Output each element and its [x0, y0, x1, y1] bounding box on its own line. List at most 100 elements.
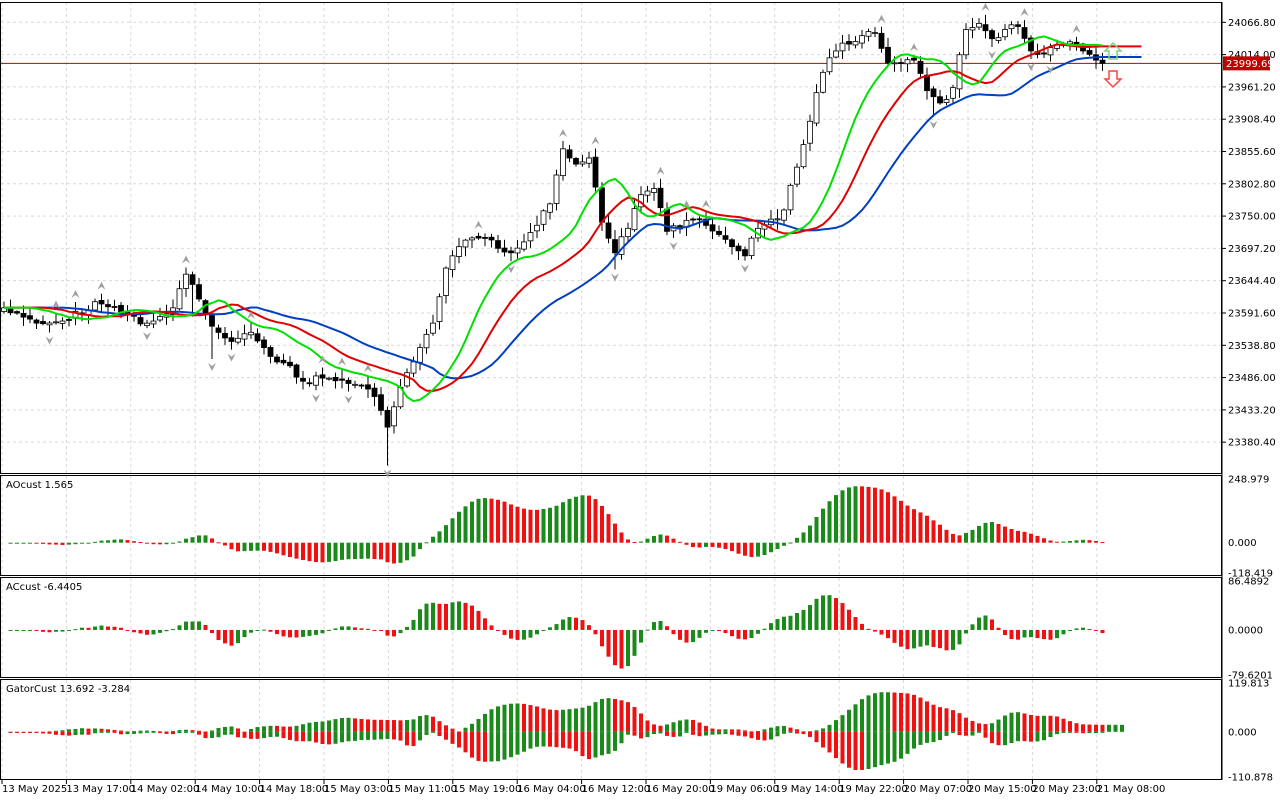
ao-bar	[743, 542, 747, 556]
ao-bar	[548, 507, 552, 543]
gator-lower-bar	[327, 731, 331, 745]
gator-lower-bar	[873, 731, 877, 768]
ao-bar	[184, 538, 188, 543]
gator-upper-bar	[502, 704, 507, 732]
ao-bar	[379, 542, 383, 560]
ao-bar	[509, 504, 513, 543]
fractal-down-marker	[1046, 65, 1055, 74]
gator-upper-bar	[437, 721, 442, 732]
main-price-pane[interactable]	[1, 2, 1222, 478]
price-tick-label: 23486.00	[1228, 373, 1276, 384]
gator-lower-bar	[340, 731, 344, 743]
candle-body	[423, 333, 430, 349]
time-tick-label: 13 May 2025	[2, 784, 67, 795]
candle-body	[917, 60, 924, 74]
ac-bar	[691, 629, 695, 643]
ac-bar	[67, 629, 71, 631]
candle-body	[560, 148, 566, 177]
candle-body	[378, 394, 384, 411]
fractal-down-marker	[143, 332, 151, 341]
gator-tick-label: 119.813	[1228, 679, 1269, 690]
ac-indicator-pane[interactable]	[8, 595, 1105, 669]
gator-upper-bar	[652, 724, 656, 732]
price-tick-label: 23644.40	[1228, 276, 1276, 287]
gator-upper-bar	[1120, 724, 1124, 732]
ac-bar	[658, 620, 663, 630]
ao-bar	[437, 531, 442, 543]
candle-body	[937, 96, 943, 104]
fractal-up-marker	[591, 136, 600, 145]
ac-bar	[411, 619, 416, 630]
gator-lower-bar	[827, 731, 832, 753]
ao-bar	[834, 495, 838, 543]
gator-lower-bar	[268, 731, 273, 737]
ac-bar	[47, 629, 52, 633]
ac-bar	[268, 629, 273, 632]
gator-upper-bar	[444, 725, 448, 732]
gator-lower-bar	[1016, 731, 1020, 742]
gator-upper-bar	[1113, 724, 1118, 732]
ao-bar	[671, 538, 676, 543]
time-tick-label: 20 May 15:00	[968, 784, 1037, 795]
candle-body	[807, 120, 813, 144]
ac-bar	[788, 615, 793, 630]
gator-upper-bar	[938, 707, 942, 732]
gator-upper-bar	[626, 702, 630, 732]
ac-bar	[236, 629, 240, 644]
candle-body	[781, 209, 787, 221]
candle-body	[228, 337, 235, 342]
time-tick-label: 21 May 08:00	[1097, 784, 1166, 795]
ao-bar	[333, 542, 338, 561]
ac-bar	[177, 625, 182, 630]
gator-indicator-pane[interactable]	[8, 692, 1125, 770]
ac-bar	[223, 629, 227, 644]
time-tick-label: 14 May 18:00	[260, 784, 329, 795]
ao-bar	[353, 542, 357, 560]
gator-upper-bar	[320, 721, 325, 732]
candle-body	[729, 239, 735, 248]
gator-upper-bar	[379, 719, 383, 732]
ac-bar	[996, 627, 1001, 630]
ao-bar	[970, 529, 975, 543]
candle-body	[969, 27, 976, 31]
gator-upper-bar	[717, 729, 721, 732]
ac-bar	[340, 626, 344, 630]
candle-body	[319, 374, 326, 379]
ac-bar	[28, 629, 32, 631]
ao-indicator-pane[interactable]	[8, 486, 1105, 564]
time-tick-label: 19 May 14:00	[775, 784, 844, 795]
gator-lower-bar	[879, 731, 884, 766]
ac-bar	[535, 629, 539, 635]
ac-bar	[561, 619, 565, 630]
ao-bar	[977, 526, 981, 543]
gator-upper-bar	[808, 731, 812, 733]
candle-body	[573, 158, 579, 165]
gator-upper-bar	[951, 710, 955, 732]
gator-upper-bar	[470, 723, 474, 732]
ao-bar	[125, 540, 130, 543]
ac-bar	[749, 629, 754, 639]
ao-bar	[1068, 541, 1072, 543]
ao-bar	[541, 508, 546, 543]
ac-bar	[951, 629, 955, 650]
gator-upper-bar	[483, 713, 487, 732]
time-tick-label: 16 May 20:00	[646, 784, 715, 795]
ac-bar	[463, 602, 468, 630]
candle-body	[735, 245, 742, 252]
price-axis[interactable]: 24066.80 24014.00 23961.20 23908.40 23855.60…	[1222, 18, 1276, 784]
ao-bar	[320, 542, 325, 563]
ao-bar	[1022, 531, 1027, 543]
ac-bar	[1003, 629, 1007, 635]
candle-body	[800, 144, 807, 168]
candle-body	[911, 57, 917, 61]
ao-bar	[957, 535, 962, 543]
ac-bar	[509, 629, 513, 639]
gator-upper-bar	[268, 725, 273, 732]
ao-bar	[801, 532, 806, 543]
ac-bar	[138, 629, 143, 634]
gator-lower-bar	[990, 731, 994, 744]
ac-bar	[437, 603, 442, 630]
gator-lower-bar	[125, 731, 130, 735]
